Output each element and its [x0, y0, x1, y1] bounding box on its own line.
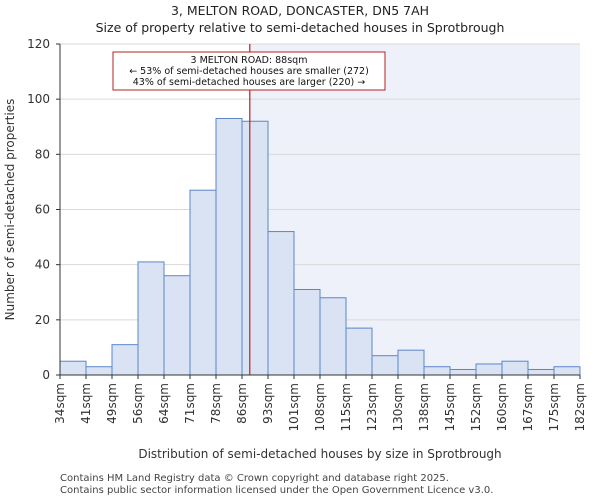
x-tick-label: 175sqm [547, 383, 561, 431]
footer-line-2: Contains public sector information licen… [60, 485, 494, 496]
x-axis-label: Distribution of semi-detached houses by … [138, 447, 501, 461]
x-tick-label: 152sqm [469, 383, 483, 431]
bar-152sqm [475, 363, 503, 376]
x-tick-label: 78sqm [209, 383, 223, 424]
chart-subtitle: Size of property relative to semi-detach… [95, 20, 505, 35]
x-tick-label: 167sqm [521, 383, 535, 431]
x-tick-label: 49sqm [105, 383, 119, 424]
y-tick-label: 20 [35, 313, 50, 327]
x-tick-label: 64sqm [157, 383, 171, 424]
x-tick-label: 123sqm [365, 383, 379, 431]
bar-108sqm [319, 297, 347, 376]
annotation-line: 43% of semi-detached houses are larger (… [133, 77, 366, 88]
y-axis-label: Number of semi-detached properties [3, 99, 17, 321]
bar-86sqm [241, 120, 269, 376]
annotation-line: ← 53% of semi-detached houses are smalle… [129, 66, 369, 77]
bar-138sqm [423, 366, 451, 376]
x-tick-label: 56sqm [131, 383, 145, 424]
bar-56sqm [137, 261, 165, 376]
x-tick-label: 93sqm [261, 383, 275, 424]
marker-annotation: 3 MELTON ROAD: 88sqm← 53% of semi-detach… [112, 51, 386, 91]
y-tick-label: 120 [27, 37, 50, 51]
bar-101sqm [293, 288, 321, 376]
annotation-box [112, 51, 386, 91]
y-tick-label: 80 [35, 147, 50, 161]
bar-78sqm [215, 117, 243, 376]
y-tick-label: 40 [35, 258, 50, 272]
bar-130sqm [397, 349, 425, 376]
x-tick-label: 101sqm [287, 383, 301, 431]
chart-title: 3, MELTON ROAD, DONCASTER, DN5 7AH [170, 3, 430, 18]
annotation-line: 3 MELTON ROAD: 88sqm [191, 55, 308, 66]
footer-line-1: Contains HM Land Registry data © Crown c… [60, 473, 449, 484]
bar-175sqm [553, 366, 581, 376]
y-tick-labels: 0 20 40 60 80 100 120 [27, 37, 60, 382]
x-tick-label: 41sqm [79, 383, 93, 424]
bar-71sqm [189, 189, 217, 376]
y-tick-label: 0 [42, 368, 50, 382]
y-tick-label: 100 [27, 92, 50, 106]
x-tick-label: 182sqm [573, 383, 587, 431]
x-tick-label: 138sqm [417, 383, 431, 431]
bar-115sqm [345, 327, 373, 376]
x-tick-label: 145sqm [443, 383, 457, 431]
bar-123sqm [371, 355, 399, 376]
bar-167sqm [527, 368, 555, 376]
bar-64sqm [163, 275, 191, 376]
bar-41sqm [85, 366, 113, 376]
x-tick-label: 160sqm [495, 383, 509, 431]
x-tick-label: 86sqm [235, 383, 249, 424]
x-tick-label: 34sqm [53, 383, 67, 424]
x-tick-labels: 34sqm 41sqm 49sqm 56sqm 64sqm 71sqm 78sqm 86sqm… [53, 375, 587, 431]
bar-93sqm [267, 231, 295, 376]
bar-34sqm [59, 360, 87, 376]
bars [59, 117, 581, 376]
x-tick-label: 115sqm [339, 383, 353, 431]
bar-49sqm [111, 344, 139, 376]
bar-160sqm [501, 360, 529, 376]
x-tick-label: 108sqm [313, 383, 327, 431]
bar-145sqm [449, 368, 477, 376]
x-tick-label: 130sqm [391, 383, 405, 431]
y-tick-label: 60 [35, 203, 50, 217]
x-tick-label: 71sqm [183, 383, 197, 424]
